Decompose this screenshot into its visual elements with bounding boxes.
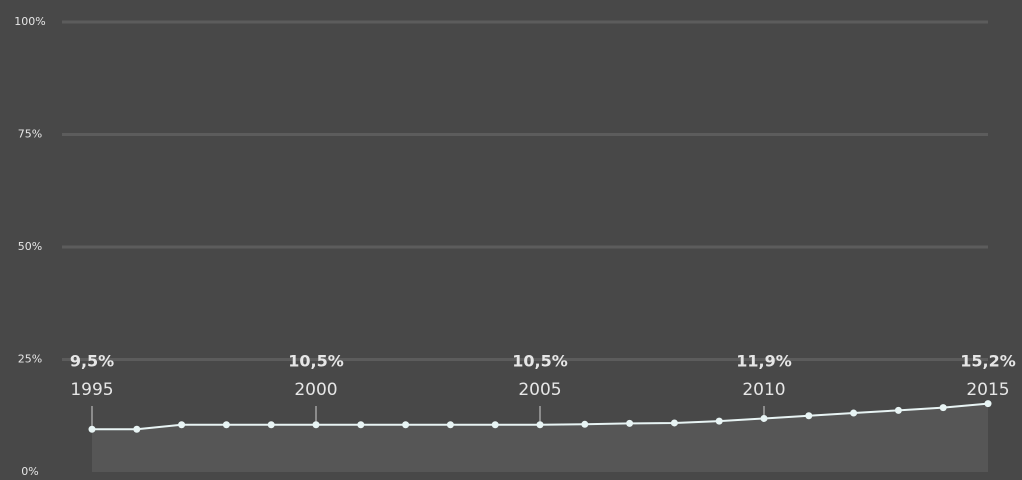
y-tick-label: 0% bbox=[21, 465, 38, 478]
data-label: 15,2% bbox=[960, 352, 1016, 371]
point bbox=[895, 407, 902, 414]
x-tick-label: 2005 bbox=[518, 380, 561, 400]
data-label: 9,5% bbox=[70, 352, 114, 371]
point bbox=[268, 421, 275, 428]
point bbox=[537, 421, 544, 428]
point bbox=[671, 419, 678, 426]
background bbox=[0, 0, 1022, 480]
data-label: 10,5% bbox=[512, 352, 568, 371]
x-tick-label: 1995 bbox=[70, 380, 113, 400]
data-label: 10,5% bbox=[288, 352, 344, 371]
point bbox=[850, 410, 857, 417]
point bbox=[89, 426, 96, 433]
y-tick-label: 50% bbox=[18, 240, 42, 253]
point bbox=[447, 421, 454, 428]
point bbox=[492, 421, 499, 428]
point bbox=[357, 421, 364, 428]
chart: 0% 25% 50% 75% 100% 1995 2000 2005 2010 2015 9,5% 1… bbox=[0, 0, 1022, 480]
point bbox=[985, 400, 992, 407]
x-tick-label: 2010 bbox=[742, 380, 785, 400]
point bbox=[313, 421, 320, 428]
point bbox=[133, 426, 140, 433]
point bbox=[761, 415, 768, 422]
y-tick-label: 100% bbox=[14, 15, 45, 28]
y-tick-label: 75% bbox=[18, 128, 42, 141]
x-tick-label: 2000 bbox=[294, 380, 337, 400]
point bbox=[223, 421, 230, 428]
page: 0% 25% 50% 75% 100% 1995 2000 2005 2010 2015 9,5% 1… bbox=[0, 0, 1022, 480]
point bbox=[402, 421, 409, 428]
point bbox=[178, 421, 185, 428]
point bbox=[716, 418, 723, 425]
point bbox=[626, 420, 633, 427]
point bbox=[940, 404, 947, 411]
x-tick-label: 2015 bbox=[966, 380, 1009, 400]
point bbox=[805, 412, 812, 419]
y-tick-label: 25% bbox=[18, 353, 42, 366]
data-label: 11,9% bbox=[736, 352, 792, 371]
point bbox=[581, 421, 588, 428]
